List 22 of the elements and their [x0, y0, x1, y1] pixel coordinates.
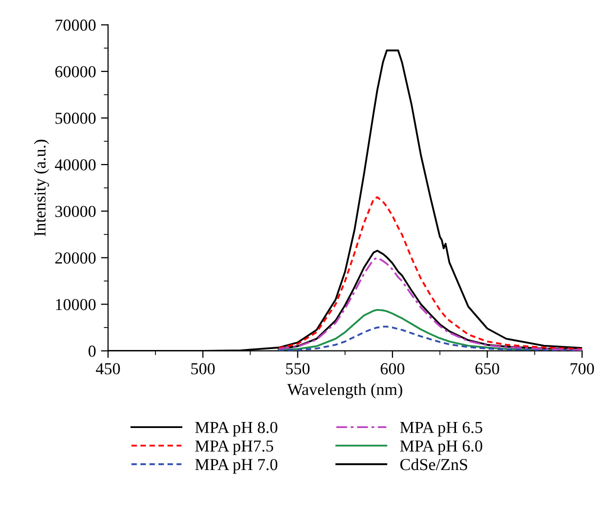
y-tick-label: 20000: [55, 252, 96, 264]
legend-label: MPA pH 7.0: [195, 458, 278, 474]
legend-label: MPA pH 8.0: [195, 422, 278, 436]
x-tick-label: 450: [96, 363, 120, 374]
x-axis-title: Wavelength (nm): [287, 383, 402, 398]
y-tick-label: 0: [88, 346, 96, 357]
x-tick-label: 550: [286, 363, 310, 374]
legend-label: MPA pH7.5: [195, 440, 274, 456]
x-tick-label: 700: [570, 363, 594, 374]
y-tick-label: 40000: [54, 159, 96, 171]
y-tick-label: 30000: [55, 206, 96, 218]
y-tick-label: 10000: [56, 298, 96, 310]
y-tick-label: 70000: [56, 20, 96, 31]
x-tick-label: 650: [475, 363, 500, 374]
y-tick-label: 60000: [55, 66, 96, 78]
legend-label: MPA pH 6.0: [400, 440, 482, 456]
x-tick-label: 500: [191, 363, 215, 374]
y-axis-title: Intensity (a.u.): [34, 140, 50, 236]
legend-label: CdSe/ZnS: [400, 458, 468, 470]
x-tick-label: 600: [380, 363, 404, 374]
y-tick-label: 50000: [56, 112, 96, 124]
legend-label: MPA pH 6.5: [400, 422, 482, 436]
